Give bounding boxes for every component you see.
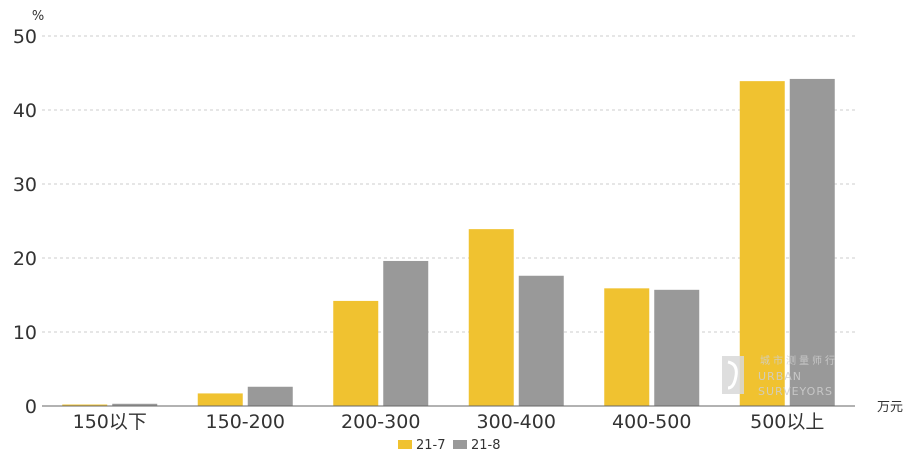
bar-21-8-1: [247, 386, 293, 406]
y-tick-label: 30: [13, 174, 37, 196]
x-tick-label: 200-300: [341, 411, 420, 433]
logo-icon: [722, 356, 744, 394]
watermark-en-line1: URBAN: [758, 370, 802, 383]
x-tick-label: 500以上: [750, 411, 824, 433]
watermark-cn: 城市测量师行: [760, 354, 838, 367]
watermark-en-line2: SURVEYORS: [758, 385, 833, 398]
y-tick-labels: 0 10 20 30 40 50: [13, 26, 37, 418]
legend-label: 21-8: [471, 438, 501, 453]
bar-21-7-0: [62, 404, 108, 406]
bar-21-8-2: [383, 260, 429, 406]
legend: 21-7 21-8: [398, 438, 501, 453]
x-tick-label: 300-400: [477, 411, 556, 433]
bars: [62, 78, 835, 407]
bar-21-7-4: [604, 288, 650, 406]
y-tick-label: 40: [13, 100, 37, 122]
x-tick-label: 150-200: [206, 411, 285, 433]
bar-21-8-3: [518, 275, 564, 406]
x-axis-label: 万元: [877, 400, 903, 415]
legend-swatch-21-7: [398, 440, 412, 449]
grid-lines: [42, 35, 855, 333]
bar-21-8-0: [112, 403, 158, 406]
y-tick-label: 10: [13, 322, 37, 344]
bar-21-8-5: [789, 78, 835, 407]
y-tick-label: 50: [13, 26, 37, 48]
x-tick-label: 400-500: [612, 411, 691, 433]
bar-21-7-5: [739, 81, 785, 406]
y-tick-label: 0: [25, 396, 37, 418]
bar-21-7-2: [333, 300, 379, 406]
y-tick-label: 20: [13, 248, 37, 270]
y-axis-label: %: [32, 9, 44, 24]
legend-swatch-21-8: [453, 440, 467, 449]
bar-21-7-3: [468, 229, 514, 406]
x-tick-labels: 150以下 150-200 200-300 300-400 400-500 500以上: [73, 411, 825, 433]
x-tick-label: 150以下: [73, 411, 147, 433]
bar-21-7-1: [197, 393, 243, 406]
legend-label: 21-7: [416, 438, 446, 453]
bar-21-8-4: [654, 289, 700, 406]
watermark-logo: 城市测量师行 URBAN SURVEYORS: [722, 354, 838, 398]
